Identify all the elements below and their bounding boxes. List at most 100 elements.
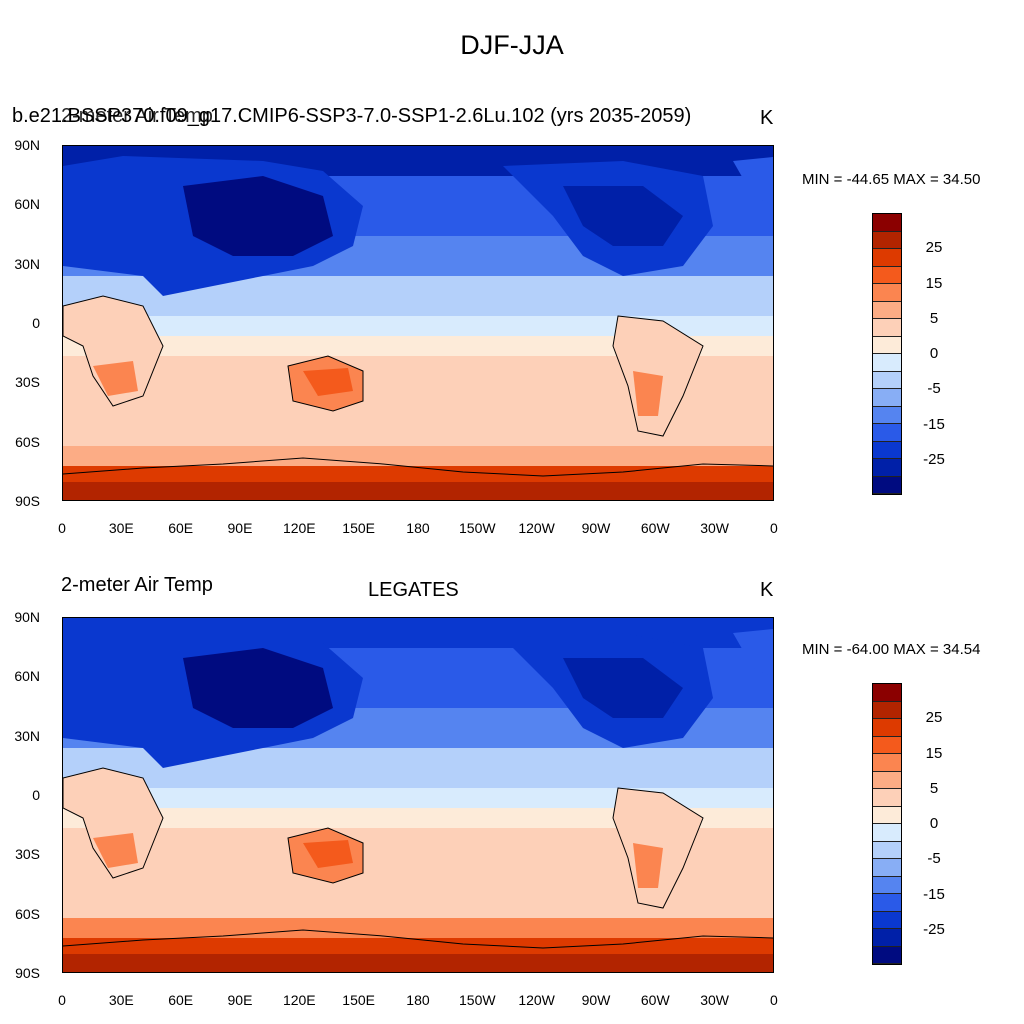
lon-tick-label: 0 <box>58 992 66 1008</box>
lat-tick-label: 90S <box>15 964 40 981</box>
lon-tick-label: 60W <box>640 992 670 1008</box>
lat-tick-label: 0 <box>32 314 40 331</box>
lon-tick-label: 150W <box>459 992 496 1008</box>
temperature-map <box>63 146 773 500</box>
colorbar-label: -25 <box>923 920 945 938</box>
colorbar-segment <box>873 231 901 249</box>
colorbar-label: 15 <box>925 744 943 762</box>
colorbar-segment <box>873 946 901 964</box>
colorbar-segment <box>873 911 901 929</box>
colorbar-segment <box>873 371 901 389</box>
colorbar-segment <box>873 336 901 354</box>
lat-tick-label: 60S <box>15 905 40 922</box>
lon-tick-label: 30W <box>700 520 730 536</box>
lat-tick-label: 90S <box>15 492 40 509</box>
colorbar-segment <box>873 719 901 737</box>
colorbar-segment <box>873 389 901 407</box>
lat-tick-label: 30N <box>14 727 40 744</box>
panel-unit: K <box>760 107 774 129</box>
colorbar-segment <box>873 214 901 232</box>
panel-title: 2-meter Air Temp <box>61 574 213 596</box>
lat-tick-label: 30S <box>15 846 40 863</box>
lon-tick-label: 60W <box>640 520 670 536</box>
lon-tick-label: 0 <box>770 992 778 1008</box>
lon-tick-label: 180 <box>406 520 430 536</box>
colorbar-segment <box>873 684 901 702</box>
colorbar-segment <box>873 859 901 877</box>
lon-tick-label: 0 <box>58 520 66 536</box>
colorbar-segment <box>873 876 901 894</box>
colorbar-segment <box>873 736 901 754</box>
colorbar <box>872 683 902 965</box>
colorbar-label: -25 <box>923 450 945 468</box>
map-plot <box>62 145 774 501</box>
lat-tick-label: 60N <box>14 196 40 213</box>
lat-tick-label: 90N <box>14 609 40 625</box>
lat-tick-label: 60S <box>15 433 40 450</box>
lat-tick-label: 0 <box>32 786 40 803</box>
temperature-map <box>63 618 773 972</box>
colorbar <box>872 213 902 495</box>
colorbar-label: 25 <box>925 239 943 257</box>
colorbar-segment <box>873 406 901 424</box>
lon-tick-label: 150E <box>342 992 375 1008</box>
min-max-readout: MIN = -44.65 MAX = 34.50 <box>802 171 981 188</box>
colorbar-segment <box>873 424 901 442</box>
lon-tick-label: 60E <box>168 520 194 536</box>
lon-tick-label: 120W <box>518 520 555 536</box>
colorbar-segment <box>873 459 901 477</box>
colorbar-segment <box>873 771 901 789</box>
colorbar-segment <box>873 824 901 842</box>
colorbar-segment <box>873 754 901 772</box>
colorbar-segment <box>873 789 901 807</box>
colorbar-segment <box>873 441 901 459</box>
colorbar-label: -5 <box>927 380 941 398</box>
panel-title: b.e21.BSSP370.f09_g17.CMIP6-SSP3-7.0-SSP… <box>12 105 692 127</box>
colorbar-label: 0 <box>929 345 939 362</box>
lon-tick-label: 30E <box>108 992 134 1008</box>
lon-tick-label: 30W <box>700 992 730 1008</box>
lon-tick-label: 90W <box>581 520 611 536</box>
panel-center-title: LEGATES <box>368 579 459 601</box>
lon-tick-label: 60E <box>168 992 194 1008</box>
colorbar-segment <box>873 284 901 302</box>
lat-tick-label: 30S <box>15 374 40 391</box>
figure-title: DJF-JJA <box>460 30 564 60</box>
lat-tick-label: 90N <box>14 137 40 153</box>
colorbar-segment <box>873 701 901 719</box>
lon-tick-label: 120E <box>282 520 316 536</box>
lat-tick-label: 60N <box>14 668 40 685</box>
panel-variable: 2-meter Air Temp <box>61 105 213 127</box>
lon-tick-label: 180 <box>406 992 430 1008</box>
colorbar-label: 5 <box>929 309 939 327</box>
lon-tick-label: 120W <box>518 992 555 1008</box>
lon-tick-label: 150E <box>342 520 375 536</box>
lat-tick-label: 30N <box>14 255 40 272</box>
lon-tick-label: 0 <box>770 520 778 536</box>
colorbar-label: -15 <box>923 885 945 903</box>
colorbar-label: 5 <box>929 779 939 797</box>
colorbar-segment <box>873 301 901 319</box>
colorbar-segment <box>873 476 901 494</box>
colorbar-segment <box>873 929 901 947</box>
lon-tick-label: 150W <box>459 520 496 536</box>
colorbar-segment <box>873 266 901 284</box>
lon-tick-label: 90E <box>227 992 253 1008</box>
colorbar-segment <box>873 841 901 859</box>
colorbar-label: 15 <box>925 274 943 292</box>
colorbar-segment <box>873 249 901 267</box>
panel-unit: K <box>760 579 774 601</box>
lon-tick-label: 90E <box>227 520 253 536</box>
colorbar-label: 0 <box>929 815 939 832</box>
lon-tick-label: 90W <box>581 992 611 1008</box>
min-max-readout: MIN = -64.00 MAX = 34.54 <box>802 641 981 658</box>
colorbar-label: -15 <box>923 415 945 433</box>
map-plot <box>62 617 774 973</box>
colorbar-segment <box>873 894 901 912</box>
lon-tick-label: 30E <box>108 520 134 536</box>
colorbar-segment <box>873 806 901 824</box>
lon-tick-label: 120E <box>282 992 316 1008</box>
colorbar-label: 25 <box>925 709 943 727</box>
colorbar-segment <box>873 354 901 372</box>
colorbar-label: -5 <box>927 850 941 868</box>
